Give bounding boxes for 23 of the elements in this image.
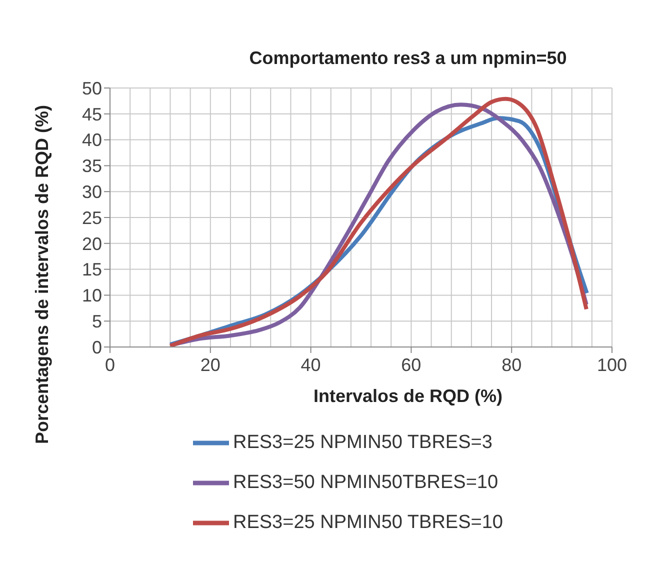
x-tick-label: 100 [596,355,628,375]
legend-label: RES3=25 NPMIN50 TBRES=10 [232,512,503,533]
x-tick-label: 40 [300,355,321,375]
chart-title: Comportamento res3 a um npmin=50 [248,48,568,69]
y-tick-label: 25 [82,208,102,228]
x-tick-label: 60 [401,355,422,375]
y-tick-label: 30 [82,182,102,202]
y-tick-label: 50 [82,78,102,98]
y-tick-label: 40 [82,130,102,150]
legend-label: RES3=50 NPMIN50TBRES=10 [232,472,498,493]
y-tick-label: 15 [82,260,102,280]
y-tick-label: 5 [92,311,102,332]
y-tick-label: 45 [82,104,102,124]
y-axis-title: Porcentagens de intervalos de RQD (%) [32,104,54,444]
x-axis-title: Intervalos de RQD (%) [312,386,504,407]
x-tick-label: 0 [104,355,116,375]
legend-label: RES3=25 NPMIN50 TBRES=3 [232,432,492,453]
y-tick-label: 10 [82,286,102,306]
y-tick-label: 0 [92,337,102,358]
y-tick-label: 35 [82,156,102,176]
x-tick-label: 20 [200,355,220,375]
x-tick-label: 80 [502,355,522,375]
y-tick-label: 20 [82,234,102,254]
